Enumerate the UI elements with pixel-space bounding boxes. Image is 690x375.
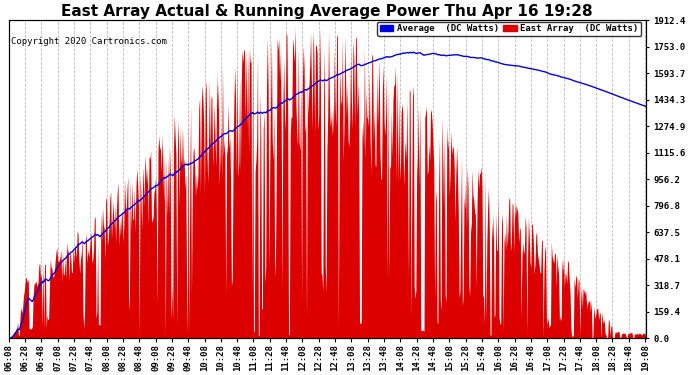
Text: Copyright 2020 Cartronics.com: Copyright 2020 Cartronics.com	[12, 37, 167, 46]
Legend: Average  (DC Watts), East Array  (DC Watts): Average (DC Watts), East Array (DC Watts…	[377, 22, 642, 36]
Title: East Array Actual & Running Average Power Thu Apr 16 19:28: East Array Actual & Running Average Powe…	[61, 4, 593, 19]
